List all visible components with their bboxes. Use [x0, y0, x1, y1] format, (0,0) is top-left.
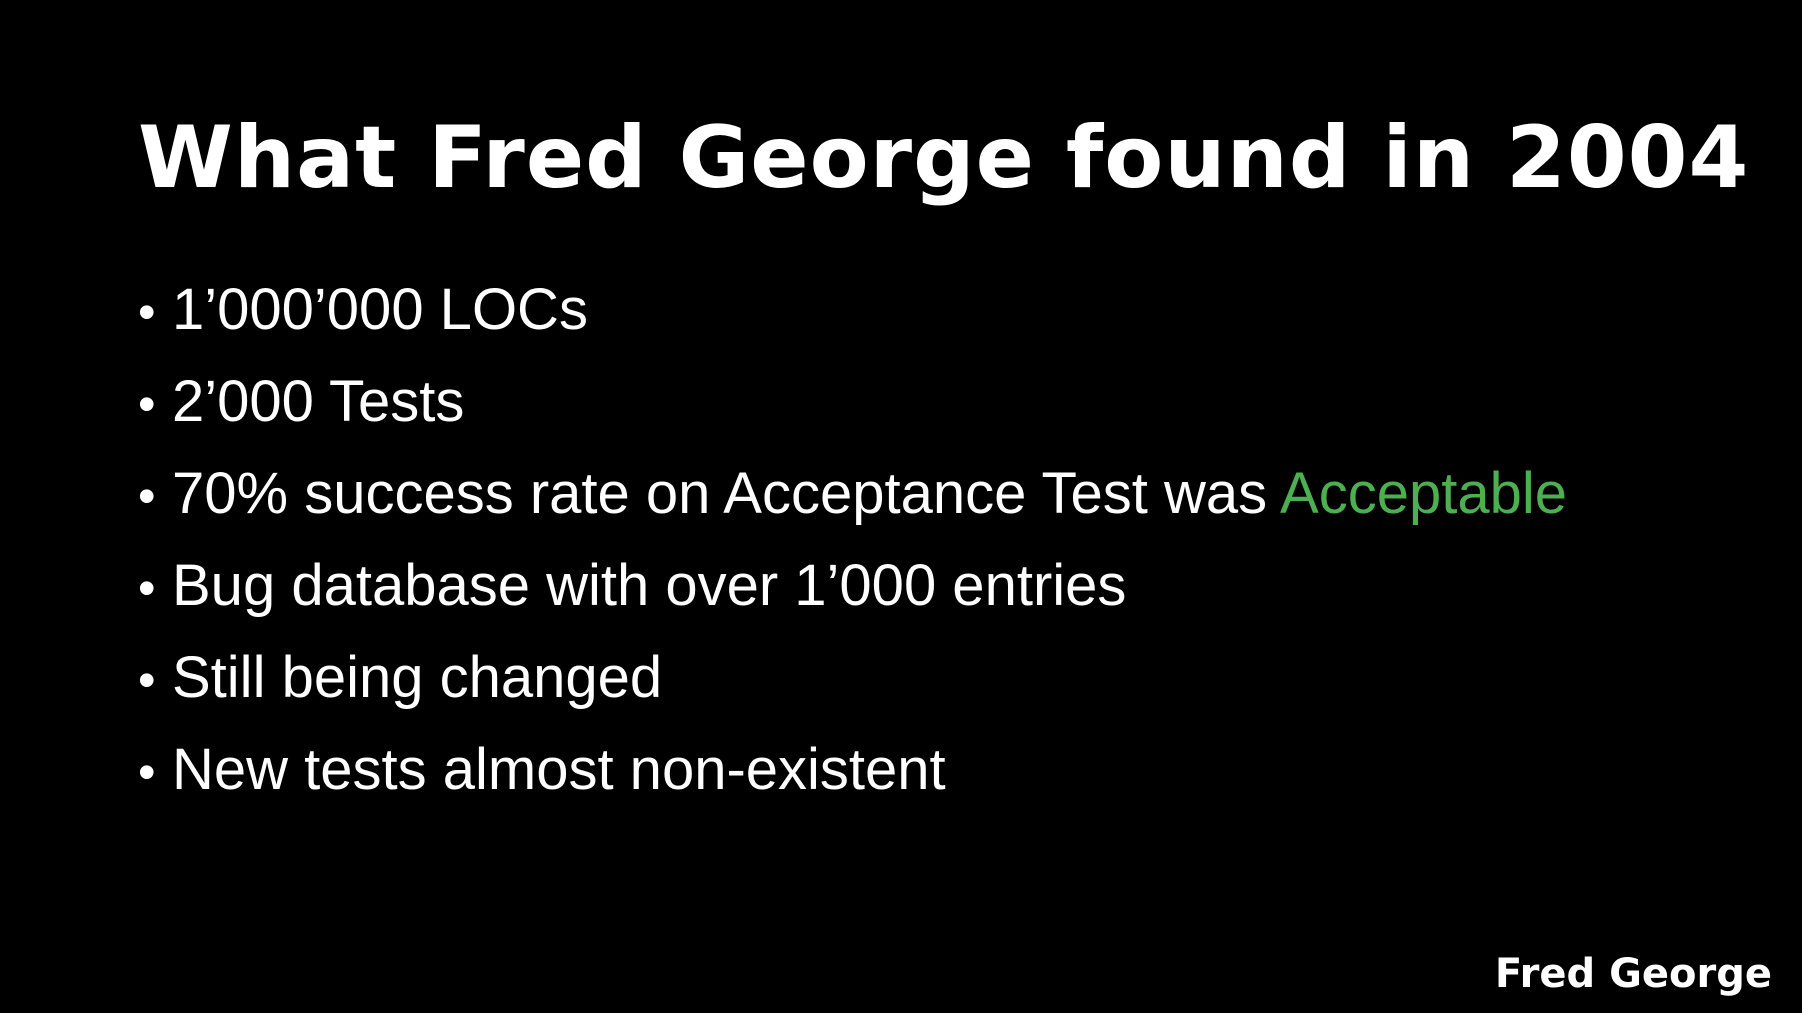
bullet-text: 1’000’000 LOCs [172, 277, 588, 342]
bullet-item: • New tests almost non-existent [138, 730, 1567, 822]
bullet-list: • 1’000’000 LOCs • 2’000 Tests • 70% suc… [138, 270, 1567, 822]
bullet-icon: • [138, 284, 156, 340]
bullet-item: • Still being changed [138, 638, 1567, 730]
bullet-icon: • [138, 468, 156, 524]
footer-author: Fred George [1494, 951, 1772, 997]
bullet-text: 70% success rate on Acceptance Test was … [172, 454, 1567, 534]
bullet-text: Bug database with over 1’000 entries [172, 553, 1127, 618]
bullet-icon: • [138, 560, 156, 616]
bullet-text: Still being changed [172, 645, 663, 710]
bullet-item: • 1’000’000 LOCs [138, 270, 1567, 362]
slide-title: What Fred George found in 2004 [138, 108, 1750, 208]
bullet-icon: • [138, 376, 156, 432]
bullet-item: • 70% success rate on Acceptance Test wa… [138, 454, 1567, 546]
bullet-item: • Bug database with over 1’000 entries [138, 546, 1567, 638]
bullet-text: 2’000 Tests [172, 369, 465, 434]
bullet-text-plain: 70% success rate on Acceptance Test was [172, 461, 1281, 526]
bullet-icon: • [138, 744, 156, 800]
bullet-text: New tests almost non-existent [172, 737, 946, 802]
bullet-icon: • [138, 652, 156, 708]
highlighted-word: Acceptable [1280, 461, 1567, 526]
bullet-item: • 2’000 Tests [138, 362, 1567, 454]
